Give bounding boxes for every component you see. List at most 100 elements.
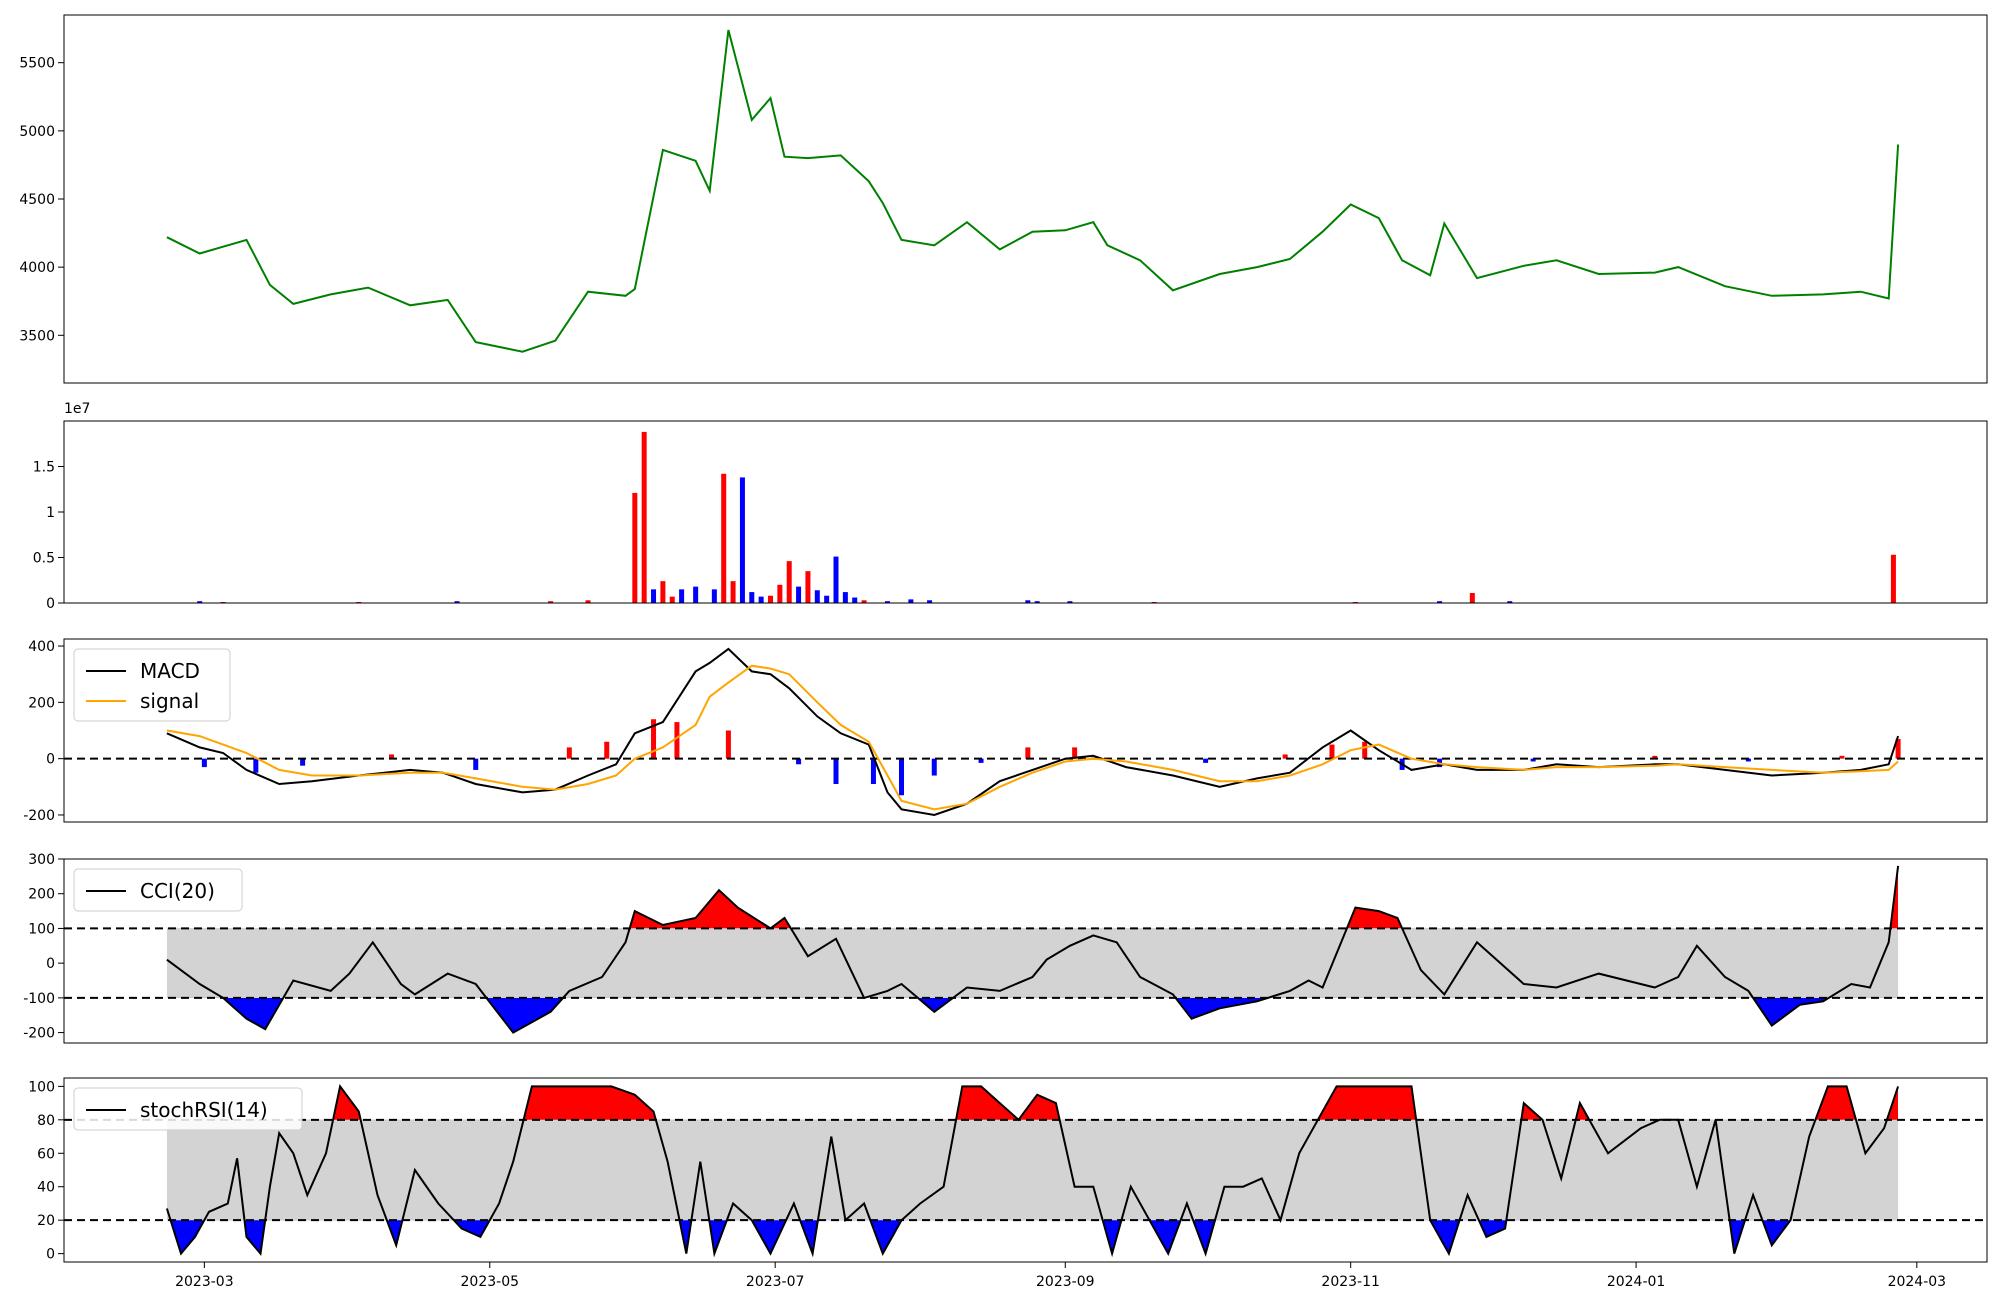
x-tick-label: 2023-09 xyxy=(1036,1274,1095,1290)
volume-bar xyxy=(884,601,890,603)
y-tick-label: 100 xyxy=(28,1079,55,1095)
legend-label: MACD xyxy=(140,659,200,683)
y-tick-label: 200 xyxy=(28,695,55,711)
y-tick-label: 5500 xyxy=(19,56,55,72)
macd-histogram-bar xyxy=(566,747,572,759)
volume-bar xyxy=(585,600,591,603)
volume-bar xyxy=(721,473,727,603)
x-tick-label: 2024-03 xyxy=(1888,1274,1947,1290)
volume-bar xyxy=(730,581,736,603)
y-tick-label: 0.5 xyxy=(33,551,55,567)
volume-bar xyxy=(1034,601,1040,603)
y-tick-label: -200 xyxy=(23,1026,55,1042)
macd-histogram-bar xyxy=(978,758,984,763)
legend-box xyxy=(73,648,231,722)
macd-histogram-bar xyxy=(1652,755,1658,759)
y-tick-label: -100 xyxy=(23,991,55,1007)
macd-histogram-bar xyxy=(674,722,680,759)
y-tick-label: 400 xyxy=(28,639,55,655)
y-tick-label: 3500 xyxy=(19,328,55,344)
legend-label: CCI(20) xyxy=(140,879,215,903)
volume-bar xyxy=(1067,601,1073,603)
volume-bar xyxy=(814,590,820,603)
x-tick-label: 2023-07 xyxy=(746,1274,805,1290)
y-tick-label: -200 xyxy=(23,808,55,824)
panel-frame xyxy=(63,858,1988,1044)
volume-bar xyxy=(1890,554,1896,603)
x-tick-label: 2023-03 xyxy=(175,1274,234,1290)
macd-histogram-bar xyxy=(1329,744,1335,759)
macd-histogram-bar xyxy=(931,758,937,776)
macd-histogram-bar xyxy=(870,758,876,784)
volume-bar xyxy=(1025,600,1031,603)
y-tick-label: 300 xyxy=(28,852,55,868)
macd-panel: -200 0 200 400 MACD signal xyxy=(23,638,1988,824)
volume-bar xyxy=(660,581,666,603)
macd-histogram-bar xyxy=(1839,755,1845,759)
volume-bar xyxy=(548,601,554,603)
volume-bar xyxy=(739,477,745,603)
macd-histogram-bar xyxy=(300,758,306,766)
volume-bar xyxy=(796,586,802,603)
volume-bar xyxy=(1469,592,1475,603)
macd-histogram-bar xyxy=(899,758,905,796)
volume-exponent-label: 1e7 xyxy=(64,401,90,417)
volume-bar xyxy=(842,592,848,603)
x-tick-label: 2024-01 xyxy=(1607,1274,1666,1290)
macd-histogram-bar xyxy=(1745,758,1751,762)
macd-histogram-bar xyxy=(796,758,802,765)
cci-band xyxy=(166,928,1899,998)
y-tick-label: 200 xyxy=(28,887,55,903)
legend-box xyxy=(73,868,243,912)
panel-frame xyxy=(63,14,1988,384)
volume-bar xyxy=(454,601,460,603)
macd-histogram-bar xyxy=(1072,747,1078,759)
signal-line xyxy=(166,664,1899,811)
y-tick-label: 1.5 xyxy=(33,460,55,476)
panel-frame xyxy=(63,420,1988,604)
volume-bar xyxy=(711,589,717,603)
macd-histogram-bar xyxy=(389,754,395,759)
volume-bar xyxy=(1437,601,1443,603)
volume-bar xyxy=(852,597,858,603)
volume-bar xyxy=(641,431,647,603)
y-tick-label: 0 xyxy=(46,956,55,972)
y-tick-label: 0 xyxy=(46,1247,55,1263)
macd-histogram-bar xyxy=(253,758,259,773)
volume-bar xyxy=(777,584,783,603)
y-tick-label: 60 xyxy=(37,1146,55,1162)
cci-panel: -200 -100 0 100 200 300 CCI(20) xyxy=(23,852,1988,1044)
y-tick-label: 100 xyxy=(28,921,55,937)
volume-bar xyxy=(693,586,699,603)
cci-oversold-fill xyxy=(166,997,1899,1033)
macd-histogram-bar xyxy=(1362,741,1368,759)
macd-histogram-bar xyxy=(651,719,657,759)
volume-bar xyxy=(632,492,638,603)
volume-bar xyxy=(679,589,685,603)
volume-bar xyxy=(908,599,914,603)
price-line xyxy=(166,29,1900,353)
y-tick-label: 40 xyxy=(37,1180,55,1196)
stochrsi-panel: 0 20 40 60 80 100 stochRSI(14) xyxy=(28,1077,1988,1263)
panel-frame xyxy=(63,1077,1988,1263)
volume-bar xyxy=(1507,601,1513,603)
legend-label: signal xyxy=(140,689,199,713)
y-tick-label: 4000 xyxy=(19,260,55,276)
macd-histogram-bar xyxy=(473,758,479,770)
volume-bar xyxy=(749,592,755,603)
price-panel: 3500 4000 4500 5000 5500 xyxy=(19,14,1988,384)
macd-histogram-bar xyxy=(1203,758,1209,763)
x-tick-label: 2023-05 xyxy=(461,1274,520,1290)
stochrsi-line xyxy=(165,1084,1900,1258)
volume-bar xyxy=(197,601,203,603)
y-tick-label: 4500 xyxy=(19,192,55,208)
volume-bar xyxy=(805,571,811,603)
y-tick-label: 5000 xyxy=(19,124,55,140)
macd-histogram-bar xyxy=(1025,747,1031,759)
macd-histogram-bar xyxy=(1530,758,1536,762)
y-tick-label: 0 xyxy=(46,752,55,768)
macd-histogram-bar xyxy=(604,741,610,759)
volume-bar xyxy=(758,596,764,603)
volume-bar xyxy=(786,561,792,603)
